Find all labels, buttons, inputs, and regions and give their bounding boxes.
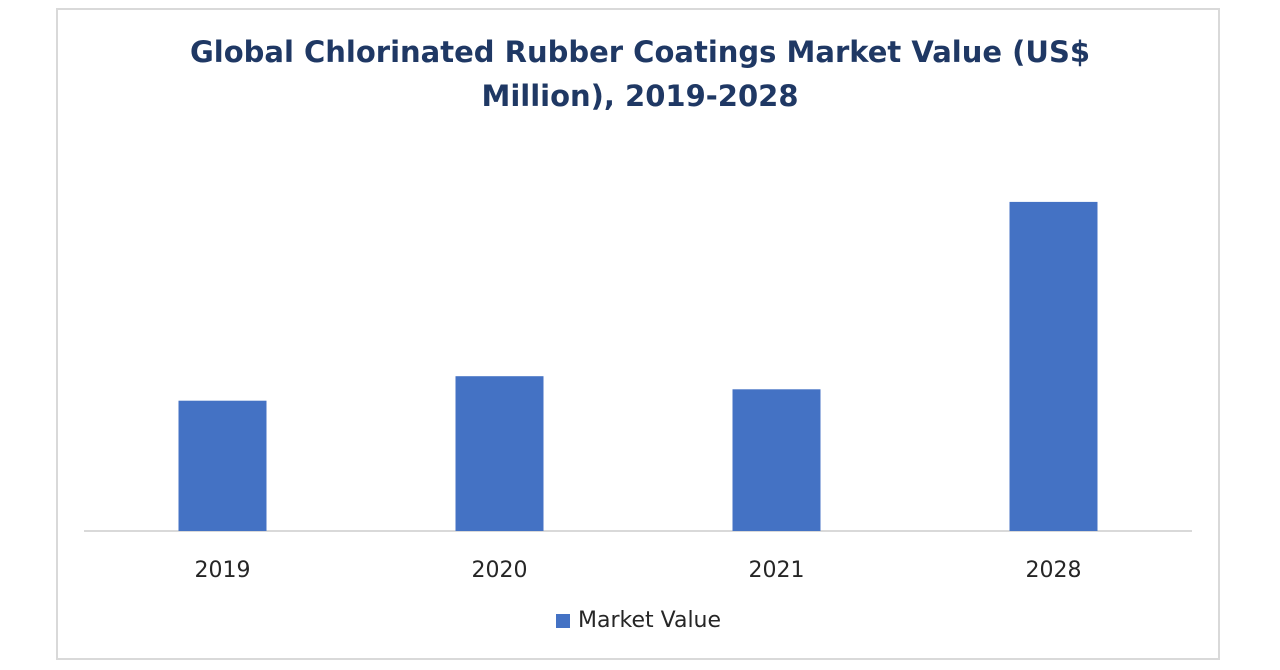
bar-2021 <box>732 389 821 531</box>
chart-title-line-1: Global Chlorinated Rubber Coatings Marke… <box>189 35 1091 69</box>
bar-2020 <box>455 376 544 531</box>
bar-2028 <box>1009 201 1098 531</box>
x-tick-label-2019: 2019 <box>195 558 251 583</box>
bar-2019 <box>178 400 267 531</box>
chart-title-line-2: Million), 2019-2028 <box>481 79 799 113</box>
legend-label: Market Value <box>578 608 722 633</box>
x-tick-label-2020: 2020 <box>472 558 528 583</box>
chart-title: Global Chlorinated Rubber Coatings Marke… <box>140 30 1140 118</box>
legend: Market Value <box>556 608 721 633</box>
x-tick-label-2028: 2028 <box>1026 558 1082 583</box>
x-tick-label-2021: 2021 <box>749 558 805 583</box>
legend-swatch <box>556 613 570 628</box>
